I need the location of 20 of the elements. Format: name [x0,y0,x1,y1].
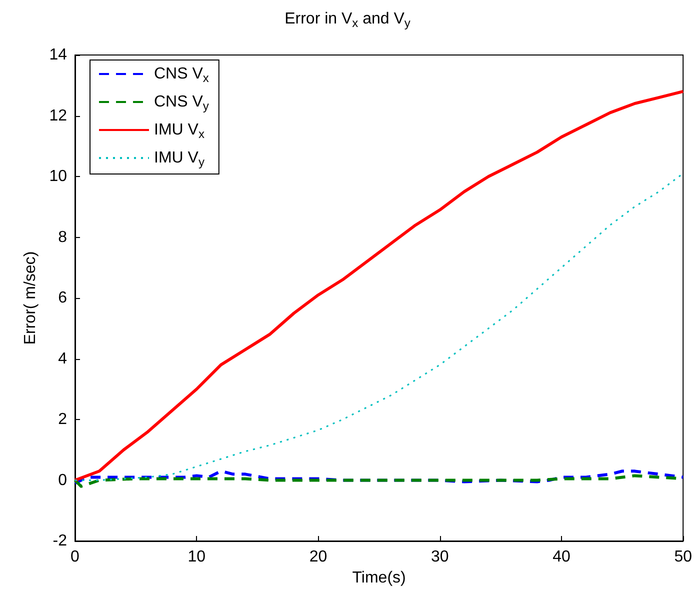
y-tick-label: 8 [58,228,68,246]
x-tick-label: 30 [430,548,449,566]
line-series [74,470,685,485]
y-tick-label: -2 [52,532,68,550]
y-tick-label: 14 [49,46,68,64]
y-tick-label: 2 [58,411,68,428]
line-series [74,90,685,482]
x-axis-title: Time(s) [352,569,406,586]
x-tick-label: 0 [70,548,80,566]
y-axis-title: Error( m/sec) [22,251,39,345]
x-tick-label: 50 [674,548,692,566]
y-tick-label: 12 [49,107,68,124]
x-tick-label: 10 [188,548,206,566]
y-tick-label: 6 [58,290,68,306]
y-tick-label: 0 [58,472,68,489]
y-tick-label: 4 [58,350,68,368]
y-tick-label: 10 [49,168,68,185]
x-tick-label: 40 [552,548,570,566]
line-series [74,172,684,481]
x-tick-label: 20 [309,548,328,566]
